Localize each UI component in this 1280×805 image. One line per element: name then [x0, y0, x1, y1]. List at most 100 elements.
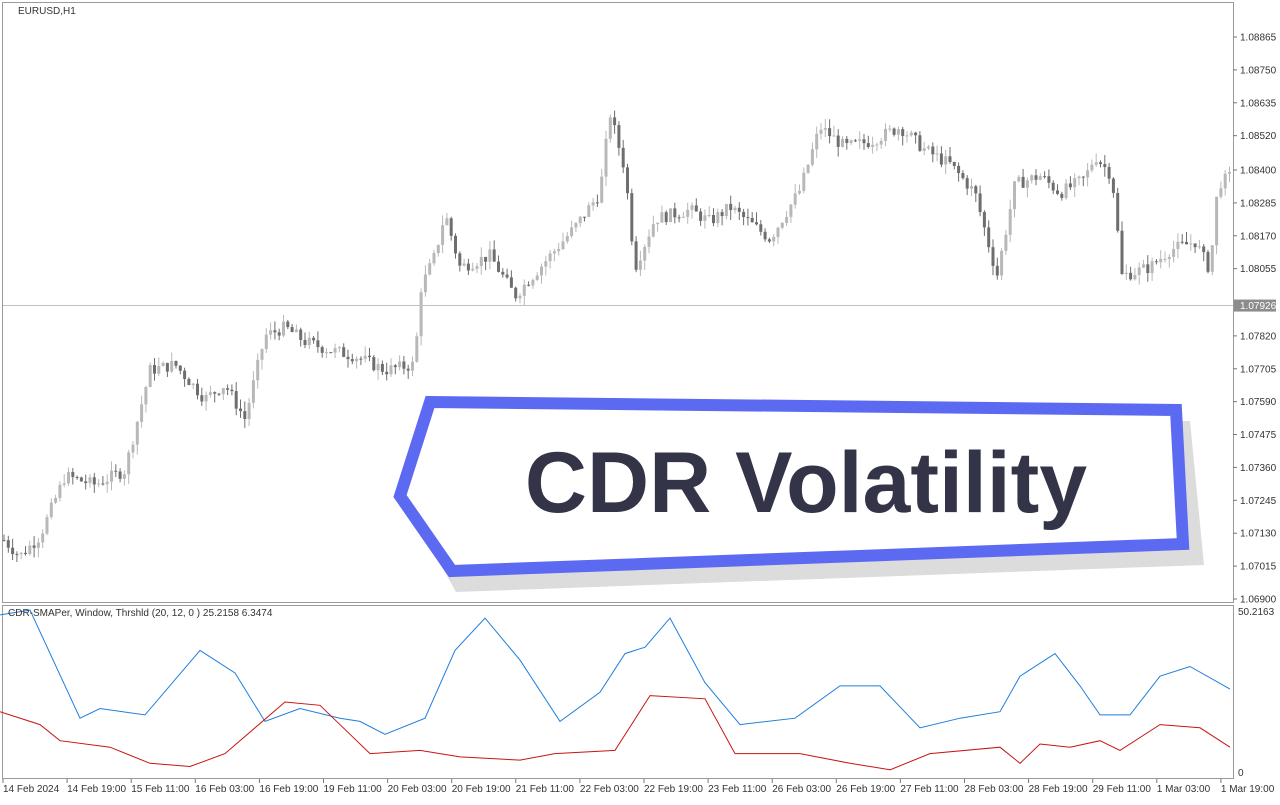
candle-body — [1133, 274, 1137, 280]
candle-body — [316, 340, 320, 348]
candle-body — [320, 347, 324, 353]
symbol-timeframe-label: EURUSD,H1 — [18, 6, 76, 17]
candle-body — [1129, 272, 1133, 280]
candle-body — [845, 138, 849, 144]
candle-body — [380, 364, 384, 372]
candle-body — [952, 161, 956, 166]
candle-body — [772, 236, 776, 242]
current-price-label: 1.07926 — [1240, 301, 1277, 312]
candle-body — [643, 246, 647, 261]
candle-body — [1021, 176, 1025, 188]
candle-body — [557, 248, 561, 252]
candle-body — [703, 215, 707, 221]
time-tick-label: 28 Feb 03:00 — [965, 784, 1024, 795]
candle-body — [196, 383, 199, 396]
candle-body — [970, 186, 973, 189]
candle-body — [161, 362, 165, 367]
candle-body — [243, 411, 247, 420]
price-tick-label: 1.08400 — [1240, 165, 1277, 176]
candle-body — [570, 227, 574, 237]
price-tick-label: 1.08865 — [1240, 33, 1277, 44]
candle-body — [299, 329, 303, 340]
candle-body — [798, 190, 801, 194]
candle-body — [122, 474, 126, 479]
candle-body — [359, 358, 363, 360]
price-tick-label: 1.07130 — [1240, 529, 1277, 540]
candle-body — [875, 144, 879, 146]
candle-body — [1056, 190, 1059, 194]
candle-body — [303, 339, 307, 346]
indicator-title-label: CDR-SMAPer, Window, Thrshld (20, 12, 0 )… — [8, 608, 273, 619]
candle-body — [187, 378, 191, 386]
candle-body — [974, 186, 978, 194]
candle-body — [634, 241, 638, 270]
candle-body — [350, 359, 354, 362]
candle-body — [948, 156, 952, 162]
candle-body — [441, 225, 445, 245]
candle-body — [1017, 176, 1021, 182]
candle-body — [92, 477, 96, 485]
candle-body — [729, 203, 733, 211]
candle-body — [1137, 267, 1141, 275]
candle-body — [1219, 188, 1223, 197]
candle-body — [544, 261, 548, 267]
candle-body — [329, 352, 333, 354]
time-axis: 14 Feb 2024 14 Feb 19:00 15 Feb 11:00 16 Fe… — [2, 779, 1275, 795]
candle-body — [595, 202, 599, 204]
time-tick-label: 28 Feb 19:00 — [1029, 784, 1088, 795]
candle-body — [1142, 264, 1145, 268]
candle-body — [1180, 241, 1184, 243]
candle-body — [755, 222, 758, 225]
candle-body — [449, 218, 453, 236]
candle-body — [1150, 261, 1154, 274]
indicator-line-blue — [0, 609, 1231, 735]
candle-body — [677, 217, 681, 219]
candle-body — [591, 202, 595, 206]
candle-body — [1086, 170, 1090, 178]
candle-body — [509, 277, 513, 288]
time-tick-label: 27 Feb 11:00 — [900, 784, 959, 795]
candle-body — [1172, 249, 1176, 257]
candle-body — [484, 256, 488, 262]
candle-body — [849, 140, 853, 144]
candle-body — [282, 321, 285, 336]
price-tick-label: 1.08285 — [1240, 198, 1277, 209]
candle-body — [1163, 259, 1167, 261]
candle-body — [746, 217, 750, 219]
candle-body — [221, 388, 225, 395]
time-tick-label: 16 Feb 03:00 — [195, 784, 254, 795]
candle-body — [475, 266, 479, 269]
candle-body — [312, 337, 316, 341]
candle-body — [1185, 241, 1188, 245]
candle-body — [79, 477, 83, 482]
candle-body — [518, 295, 522, 299]
candle-body — [372, 357, 376, 371]
candle-body — [918, 135, 922, 151]
time-tick-label: 26 Feb 19:00 — [836, 784, 895, 795]
candle-body — [178, 365, 182, 371]
candle-body — [389, 365, 393, 375]
candle-body — [742, 211, 746, 218]
candle-body — [264, 334, 268, 350]
candle-body — [1094, 162, 1098, 165]
candle-body — [939, 153, 943, 165]
price-axis: 1.08865 1.08750 1.08635 1.08520 1.08400 1.082… — [1233, 33, 1277, 606]
candle-body — [1167, 256, 1171, 260]
candle-body — [333, 348, 337, 353]
candle-body — [1154, 261, 1158, 263]
candle-body — [1000, 250, 1004, 276]
candle-body — [858, 139, 862, 141]
candle-body — [1107, 167, 1111, 179]
time-tick-label: 1 Mar 19:00 — [1221, 784, 1275, 795]
candle-body — [398, 361, 402, 368]
candle-body — [191, 383, 195, 386]
candle-body — [694, 205, 698, 212]
candle-body — [385, 371, 389, 375]
candle-body — [785, 216, 789, 223]
candle-body — [148, 365, 152, 388]
candle-body — [462, 263, 466, 266]
candle-body — [471, 268, 475, 271]
candle-body — [656, 222, 660, 225]
